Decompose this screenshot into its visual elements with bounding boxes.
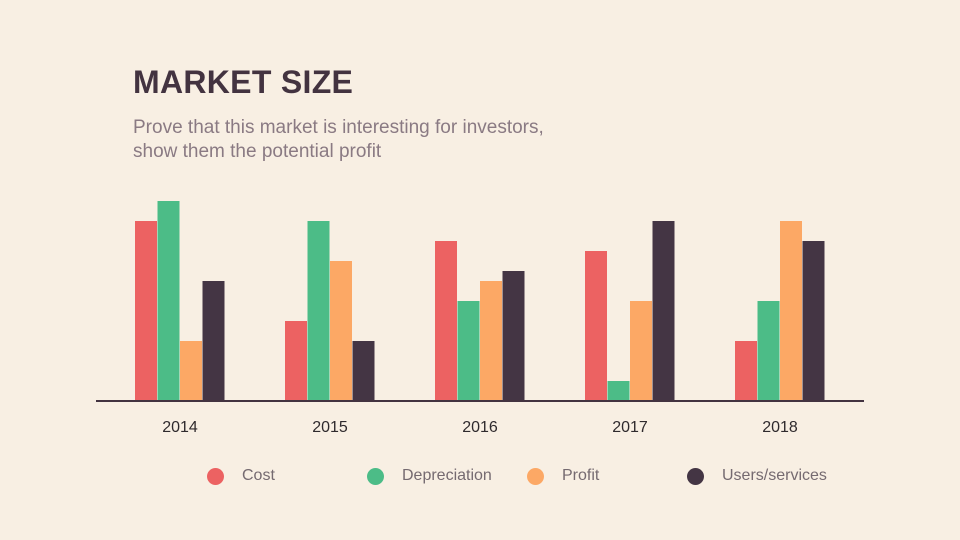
bar-profit-2017 [630, 301, 652, 401]
bar-profit-2015 [330, 261, 352, 401]
bar-profit-2018 [780, 221, 802, 401]
slide-title: MARKET SIZE [133, 64, 354, 100]
bar-cost-2017 [585, 251, 607, 401]
legend-swatch-profit [527, 468, 544, 485]
bar-users-services-2018 [802, 241, 825, 401]
bar-users-services-2014 [202, 281, 225, 401]
bar-cost-2018 [735, 341, 757, 401]
bar-depreciation-2014 [157, 201, 180, 401]
x-tick-label-2016: 2016 [462, 419, 498, 436]
bar-profit-2016 [480, 281, 502, 401]
bar-users-services-2015 [352, 341, 375, 401]
x-tick-label-2015: 2015 [312, 419, 348, 436]
bar-profit-2014 [180, 341, 202, 401]
bar-users-services-2016 [502, 271, 525, 401]
legend-swatch-users-services [687, 468, 704, 485]
bar-cost-2015 [285, 321, 307, 401]
legend-label-cost: Cost [242, 467, 275, 484]
bar-depreciation-2016 [457, 301, 480, 401]
bar-depreciation-2017 [607, 381, 630, 401]
legend-label-profit: Profit [562, 467, 600, 484]
x-tick-label-2017: 2017 [612, 419, 648, 436]
bar-chart: 2014 2015 2016 2017 2018 [96, 201, 864, 436]
legend-swatch-depreciation [367, 468, 384, 485]
bar-group [135, 201, 825, 401]
legend-label-depreciation: Depreciation [402, 467, 492, 484]
chart-legend: Cost Depreciation Profit Users/services [0, 466, 960, 488]
bar-cost-2016 [435, 241, 457, 401]
legend-label-users-services: Users/services [722, 467, 827, 484]
bar-depreciation-2018 [757, 301, 780, 401]
x-tick-label-2018: 2018 [762, 419, 798, 436]
bar-users-services-2017 [652, 221, 675, 401]
legend-swatch-cost [207, 468, 224, 485]
x-axis-tick-labels: 2014 2015 2016 2017 2018 [162, 419, 798, 436]
bar-depreciation-2015 [307, 221, 330, 401]
x-tick-label-2014: 2014 [162, 419, 198, 436]
slide-subtitle: Prove that this market is interesting fo… [133, 117, 544, 162]
bar-cost-2014 [135, 221, 157, 401]
